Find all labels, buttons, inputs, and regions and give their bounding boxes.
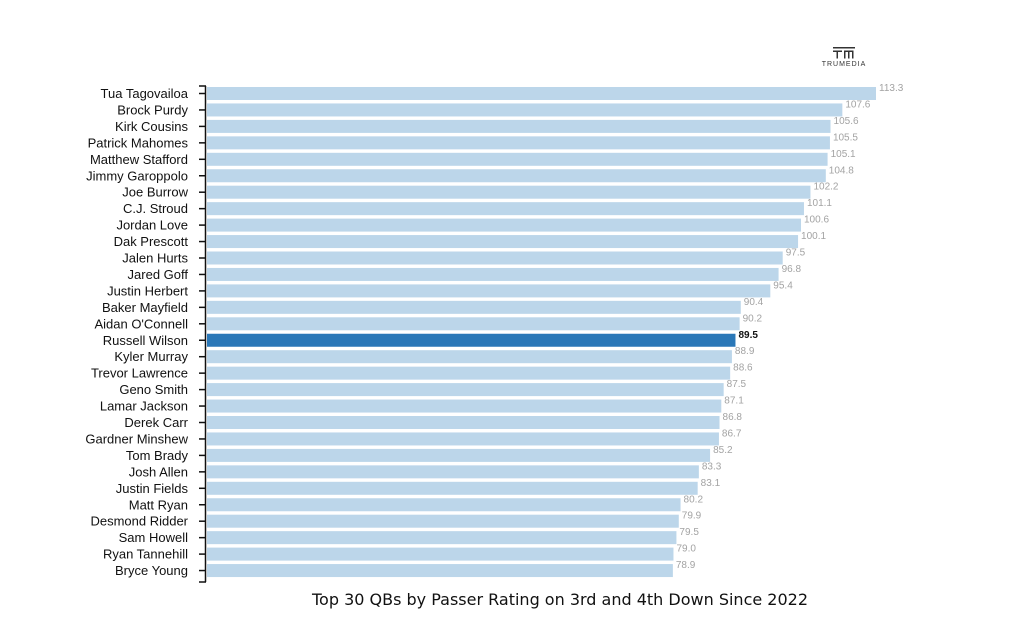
value-label: 79.5 [679,527,699,538]
category-label: Matthew Stafford [90,152,188,167]
bar [207,267,779,281]
bars-group: Tua Tagovailoa 113.3 Brock Purdy 107.6 Kirk … [85,83,903,578]
value-label: 113.3 [879,83,904,94]
category-label: Tom Brady [126,448,189,463]
bar [207,399,722,413]
value-label: 105.5 [833,132,858,143]
bar [207,169,826,183]
bar [207,366,731,380]
value-label: 87.1 [724,396,744,407]
value-label: 105.1 [831,149,856,160]
category-label: Jalen Hurts [122,251,188,266]
category-label: Justin Fields [116,481,189,496]
bar [207,481,698,495]
bar [207,251,783,265]
value-label: 104.8 [829,165,854,176]
bar [207,547,674,561]
value-label: 87.5 [727,379,747,390]
value-label: 86.7 [722,428,742,439]
value-label: 83.3 [702,461,722,472]
bar [207,350,732,364]
bar [207,317,740,331]
value-label: 80.2 [684,494,704,505]
value-label: 85.2 [713,445,733,456]
bar [207,119,831,133]
value-label: 83.1 [701,478,721,489]
value-label: 107.6 [845,99,870,110]
trumedia-logo-icon [833,47,855,59]
category-label: Justin Herbert [107,283,188,298]
category-label: Jordan Love [116,218,188,233]
bar [207,514,679,528]
value-label: 101.1 [807,198,832,209]
bar-highlighted [207,333,736,347]
bar [207,432,719,446]
category-label: Russell Wilson [103,333,188,348]
bar [207,87,876,100]
bar [207,284,771,298]
value-label: 89.5 [738,330,758,341]
value-label: 79.0 [676,544,696,555]
category-label: Trevor Lawrence [91,366,188,381]
value-label: 100.6 [804,215,829,226]
category-label: Derek Carr [124,415,188,430]
category-label: Tua Tagovailoa [101,86,189,101]
bar [207,531,677,545]
category-label: Desmond Ridder [90,514,188,529]
category-label: Matt Ryan [129,497,188,512]
value-label: 88.6 [733,363,753,374]
value-label: 96.8 [782,264,802,275]
category-label: Joe Burrow [122,185,188,200]
category-label: Patrick Mahomes [88,135,189,150]
category-label: Jimmy Garoppolo [86,168,188,183]
value-label: 100.1 [801,231,826,242]
chart-title: Top 30 QBs by Passer Rating on 3rd and 4… [311,590,809,609]
value-label: 90.2 [743,313,763,324]
value-label: 97.5 [786,248,806,259]
category-label: Kyler Murray [114,349,188,364]
category-label: Aidan O'Connell [94,316,188,331]
category-label: Lamar Jackson [100,399,188,414]
bar [207,498,681,512]
category-label: Gardner Minshew [85,431,188,446]
bar [207,564,673,578]
category-label: Sam Howell [119,530,188,545]
value-label: 105.6 [834,116,859,127]
value-label: 90.4 [744,297,764,308]
bar [207,300,741,314]
value-label: 102.2 [813,182,838,193]
bar [207,448,711,462]
bar [207,136,830,150]
logo-text: TRUMEDIA [821,61,867,68]
value-label: 79.9 [682,511,702,522]
trumedia-logo: TRUMEDIA [814,47,874,68]
category-label: Dak Prescott [114,234,189,249]
category-label: Brock Purdy [117,102,188,117]
bar [207,383,724,397]
category-label: C.J. Stroud [123,201,188,216]
value-label: 86.8 [723,412,743,423]
bar [207,185,811,199]
bar [207,202,804,216]
value-label: 88.9 [735,346,755,357]
category-label: Ryan Tannehill [103,547,188,562]
category-label: Josh Allen [129,464,188,479]
bar [207,152,828,166]
category-label: Geno Smith [119,382,188,397]
category-label: Bryce Young [115,563,188,578]
bar [207,465,699,479]
value-label: 78.9 [676,560,696,571]
category-label: Baker Mayfield [102,300,188,315]
bar [207,416,720,429]
category-label: Jared Goff [128,267,189,282]
bar [207,218,802,232]
bar [207,235,799,249]
category-label: Kirk Cousins [115,119,188,134]
value-label: 95.4 [773,280,793,291]
bar [207,103,843,117]
